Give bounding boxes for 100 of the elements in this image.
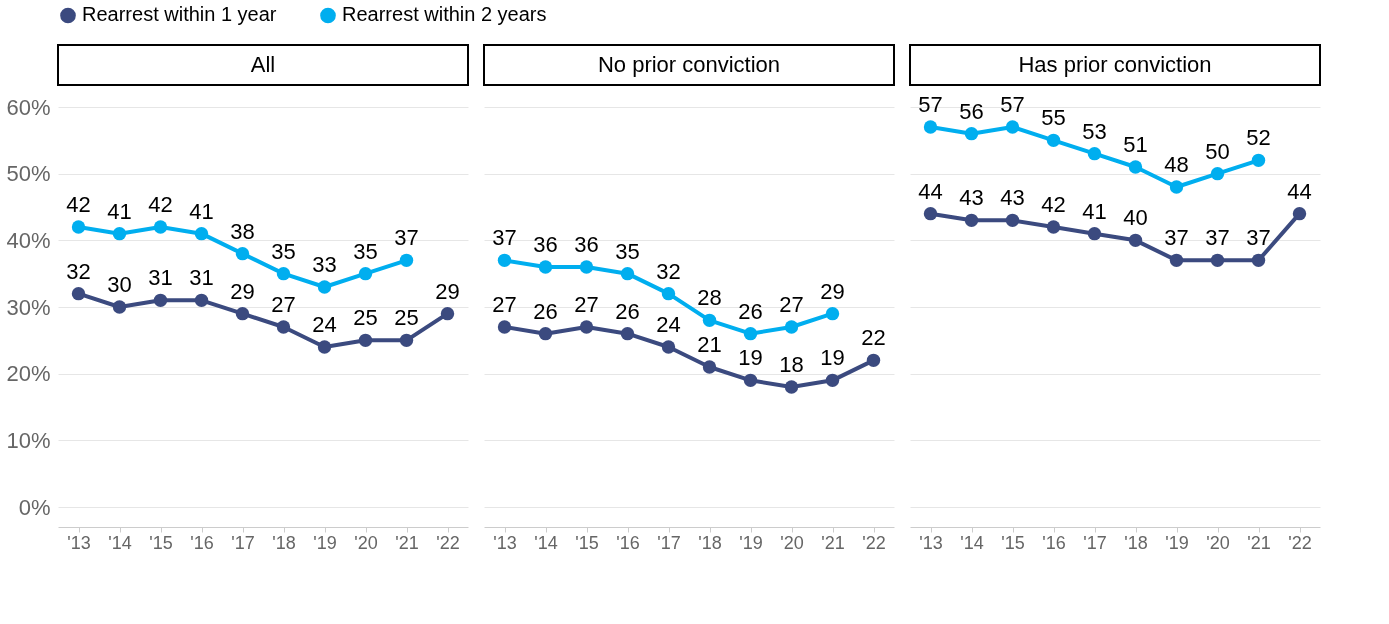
data-label: 18 [779, 352, 804, 377]
data-label: 37 [492, 225, 517, 251]
data-label: 53 [1082, 118, 1107, 144]
x-tick-label: '16 [616, 532, 640, 553]
data-label: 42 [148, 192, 173, 217]
data-label: 42 [66, 192, 91, 217]
data-label: 31 [189, 265, 214, 291]
data-label: 26 [738, 298, 763, 324]
data-label: 37 [394, 225, 419, 251]
point [1292, 206, 1307, 221]
point [579, 320, 594, 334]
point [923, 120, 938, 134]
data-label: 42 [1041, 192, 1066, 217]
point [112, 300, 127, 314]
x-tick-label: '15 [575, 532, 599, 553]
data-label: 25 [353, 305, 378, 331]
legend-label: Rearrest within 1 year [82, 3, 277, 26]
data-label: 29 [230, 278, 255, 304]
data-label: 27 [271, 292, 296, 317]
point [317, 340, 332, 354]
point [317, 280, 332, 294]
point [743, 326, 758, 341]
point [440, 306, 455, 321]
point [620, 326, 635, 341]
point [112, 226, 127, 241]
data-label: 37 [1246, 225, 1271, 251]
y-tick-label: 50% [6, 161, 51, 187]
x-tick-label: '17 [657, 532, 681, 553]
data-label: 48 [1164, 152, 1189, 177]
point [620, 266, 635, 281]
y-tick-label: 10% [6, 427, 51, 453]
point [702, 360, 717, 374]
x-tick-label: '17 [1083, 532, 1107, 553]
data-label: 21 [697, 332, 722, 357]
x-tick-label: '20 [1206, 532, 1230, 553]
point [497, 320, 512, 334]
x-tick-label: '13 [919, 532, 943, 553]
y-tick-label: 60% [6, 94, 51, 120]
point [579, 260, 594, 274]
data-label: 43 [1000, 185, 1025, 211]
data-label: 26 [615, 298, 640, 324]
data-label: 29 [820, 278, 845, 304]
x-tick-label: '19 [1165, 532, 1189, 553]
data-label: 44 [918, 178, 943, 204]
data-label: 19 [738, 345, 763, 371]
data-label: 57 [1000, 92, 1025, 117]
data-label: 56 [959, 98, 984, 124]
point [276, 266, 291, 281]
y-tick-label: 40% [6, 227, 51, 253]
point [964, 126, 979, 141]
data-label: 25 [394, 305, 419, 331]
x-tick-label: '14 [534, 532, 558, 553]
data-label: 41 [107, 198, 132, 224]
chart-title: All [250, 52, 276, 77]
y-tick-label: 30% [6, 294, 51, 320]
point [784, 320, 799, 334]
x-tick-label: '14 [108, 532, 132, 553]
x-tick-label: '21 [1247, 532, 1271, 553]
point [661, 286, 676, 301]
point [1087, 226, 1102, 241]
data-label: 41 [1082, 198, 1107, 224]
data-label: 30 [107, 272, 132, 297]
point [1128, 160, 1143, 174]
point [1210, 166, 1225, 181]
x-tick-label: '14 [960, 532, 984, 553]
x-tick-label: '21 [395, 532, 419, 553]
data-label: 19 [820, 345, 845, 371]
x-tick-label: '13 [67, 532, 91, 553]
data-label: 38 [230, 218, 255, 244]
data-label: 37 [1205, 225, 1230, 251]
x-tick-label: '22 [436, 532, 460, 553]
point [866, 353, 881, 368]
point [702, 313, 717, 328]
point [1005, 213, 1020, 228]
chart-title: No prior conviction [597, 52, 781, 77]
y-tick-label: 20% [6, 361, 51, 387]
data-label: 28 [697, 285, 722, 311]
data-label: 29 [435, 278, 460, 304]
point [1087, 146, 1102, 161]
point [399, 333, 414, 348]
x-tick-label: '18 [698, 532, 722, 553]
data-label: 37 [1164, 225, 1189, 251]
point [1128, 233, 1143, 248]
data-label: 44 [1287, 178, 1312, 204]
data-label: 27 [574, 292, 599, 317]
data-label: 26 [533, 298, 558, 324]
y-tick-label: 0% [18, 494, 51, 520]
point [964, 213, 979, 228]
x-tick-label: '16 [1042, 532, 1066, 553]
point [194, 226, 209, 241]
data-label: 50 [1205, 138, 1230, 164]
point [235, 246, 250, 261]
legend-label: Rearrest within 2 years [342, 3, 547, 26]
x-tick-label: '18 [272, 532, 296, 553]
point [71, 286, 86, 301]
data-label: 24 [656, 312, 681, 337]
x-tick-label: '13 [493, 532, 517, 553]
point [276, 320, 291, 334]
x-tick-label: '20 [780, 532, 804, 553]
data-label: 33 [312, 252, 337, 277]
